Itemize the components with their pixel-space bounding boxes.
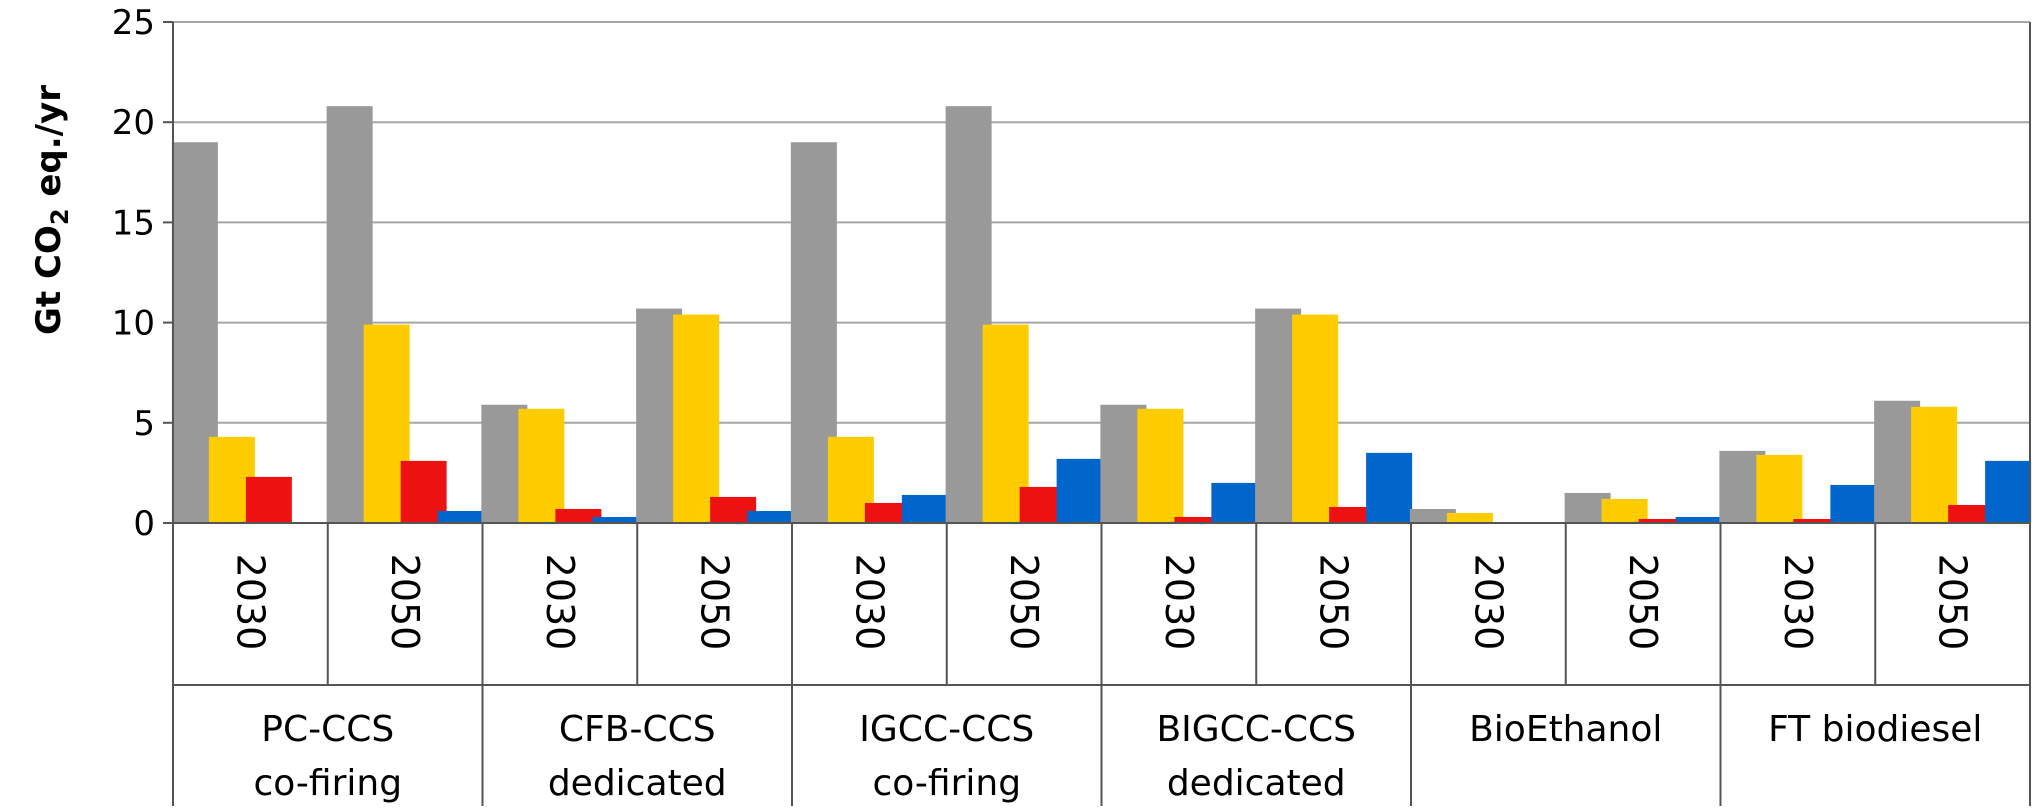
x-tick-label: 2030 xyxy=(1157,554,1201,651)
y-tick-label: 15 xyxy=(112,203,155,243)
bar xyxy=(1675,516,1722,523)
group-label-line1: FT biodiesel xyxy=(1768,709,1982,750)
bar xyxy=(437,510,484,523)
bar xyxy=(1366,452,1413,523)
x-tick-label: 2030 xyxy=(847,554,891,651)
x-tick-label: 2030 xyxy=(1776,554,1820,651)
group-label-line2: dedicated xyxy=(548,763,727,804)
y-tick-label: 0 xyxy=(133,504,155,544)
bar xyxy=(864,502,911,523)
x-tick-label: 2030 xyxy=(538,554,582,651)
x-tick-label: 2030 xyxy=(228,554,272,651)
bar xyxy=(1409,508,1456,523)
group-label-line1: PC-CCS xyxy=(261,709,394,750)
bar xyxy=(1911,406,1958,523)
x-tick-label: 2050 xyxy=(1621,554,1665,651)
bars xyxy=(171,106,2032,524)
axes xyxy=(172,22,2031,806)
x-tick-label: 2050 xyxy=(1312,554,1356,651)
bar xyxy=(1638,518,1685,523)
y-tick-label: 5 xyxy=(133,404,155,444)
bar xyxy=(1446,512,1493,523)
bar xyxy=(592,516,639,523)
x-tick-label: 2050 xyxy=(383,554,427,651)
bar xyxy=(518,408,565,523)
bar xyxy=(1985,460,2032,523)
x-tick-label: 2050 xyxy=(693,554,737,651)
y-tick-labels: 0 5 10 15 20 25 xyxy=(112,3,155,544)
bar xyxy=(1793,518,1840,523)
bar xyxy=(245,476,292,523)
group-label-line1: BIGCC-CCS xyxy=(1156,709,1356,750)
y-tick-label: 20 xyxy=(112,103,155,143)
group-label-line1: IGCC-CCS xyxy=(859,709,1034,750)
x-group-labels: PC-CCS co-firing CFB-CCS dedicated IGCC-CCS c… xyxy=(253,709,1982,804)
bar xyxy=(1174,516,1221,523)
group-label-line2: co-firing xyxy=(253,763,402,804)
y-tick-label: 10 xyxy=(112,304,155,344)
y-tick-label: 25 xyxy=(112,3,155,43)
bar xyxy=(1329,506,1376,523)
group-label-line1: BioEthanol xyxy=(1469,709,1662,750)
group-label-line2: dedicated xyxy=(1167,763,1346,804)
x-category-labels: 2030 2050 2030 2050 2030 2050 2030 2050 2030 2050… xyxy=(228,554,1974,651)
x-tick-label: 2050 xyxy=(1002,554,1046,651)
bar xyxy=(1830,484,1877,523)
x-tick-label: 2030 xyxy=(1466,554,1510,651)
group-label-line1: CFB-CCS xyxy=(559,709,716,750)
y-axis-label: Gt CO2 eq./yr xyxy=(29,85,74,335)
bar xyxy=(1056,458,1103,523)
grid xyxy=(163,21,2030,524)
bar xyxy=(1292,314,1339,523)
bar xyxy=(901,494,948,523)
group-label-line2: co-firing xyxy=(872,763,1021,804)
bar xyxy=(1211,482,1258,523)
x-tick-label: 2050 xyxy=(1931,554,1975,651)
bar xyxy=(1948,504,1995,523)
bar xyxy=(673,314,720,523)
bar xyxy=(555,508,602,523)
bar xyxy=(1756,454,1803,523)
bar xyxy=(1137,408,1184,523)
bar xyxy=(747,510,794,523)
